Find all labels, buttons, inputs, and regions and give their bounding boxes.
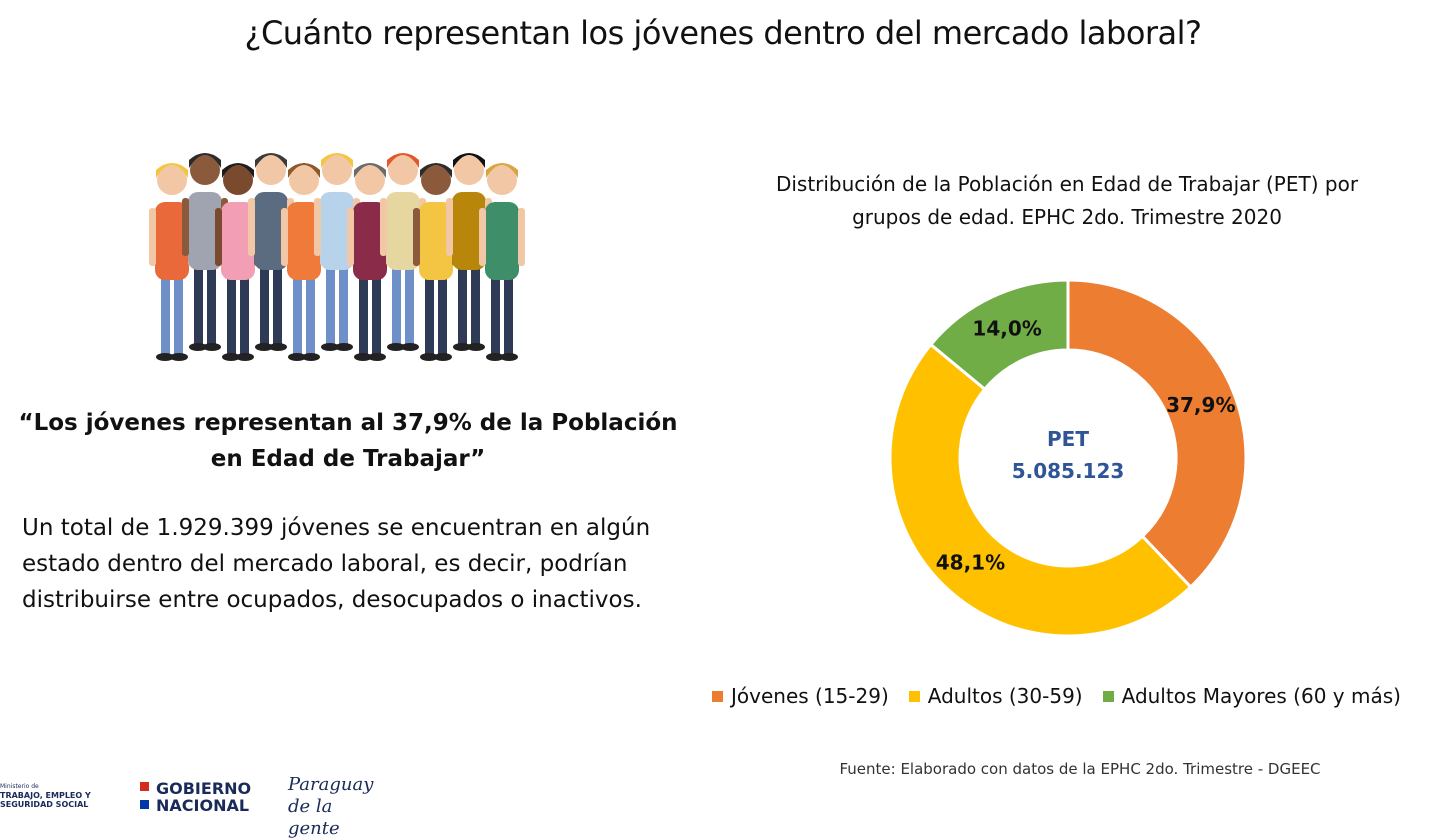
- legend-label: Adultos Mayores (60 y más): [1121, 684, 1401, 708]
- legend-item: Adultos Mayores (60 y más): [1102, 684, 1401, 708]
- legend-item: Jóvenes (15-29): [712, 684, 889, 708]
- source-note: Fuente: Elaborado con datos de la EPHC 2…: [839, 760, 1321, 778]
- slice-data-label: 14,0%: [972, 317, 1041, 341]
- person-figure: [479, 163, 525, 361]
- donut-slice-2: [888, 342, 1193, 638]
- person-figure: [182, 153, 228, 351]
- chart-title: Distribución de la Población en Edad de …: [775, 172, 1359, 229]
- legend-label: Adultos (30-59): [927, 684, 1083, 708]
- center-value: 5.085.123: [1012, 459, 1125, 483]
- highlight-quote: “Los jóvenes representan al 37,9% de la …: [18, 410, 678, 472]
- footer-logos: Ministerio de TRABAJO, EMPLEO Y SEGURIDA…: [0, 770, 420, 839]
- young-people-illustration: [149, 153, 525, 361]
- page-title: ¿Cuánto representan los jóvenes dentro d…: [244, 14, 1202, 52]
- gobierno-nacional-logo: GOBIERNO NACIONAL: [140, 780, 251, 814]
- legend-swatch: [1102, 690, 1114, 702]
- person-figure: [413, 163, 459, 361]
- person-figure: [149, 163, 195, 361]
- paraguay-de-la-gente-logo: Paraguay de la gente: [288, 774, 374, 839]
- ministerio-logo: Ministerio de TRABAJO, EMPLEO Y SEGURIDA…: [0, 783, 91, 809]
- center-label: PET: [1047, 427, 1089, 451]
- person-figure: [347, 163, 393, 361]
- slice-data-label: 37,9%: [1166, 393, 1235, 417]
- slice-data-label: 48,1%: [936, 551, 1005, 575]
- chart-legend: Jóvenes (15-29) Adultos (30-59) Adultos Ma…: [712, 684, 1442, 708]
- body-paragraph: Un total de 1.929.399 jóvenes se encuent…: [22, 515, 651, 613]
- legend-label: Jóvenes (15-29): [731, 684, 889, 708]
- person-figure: [281, 163, 327, 361]
- donut-slice-3: [928, 278, 1070, 392]
- donut-chart: 37,9% 48,1% 14,0% PET 5.085.123: [888, 278, 1248, 638]
- legend-swatch: [712, 690, 723, 702]
- person-figure: [215, 163, 261, 361]
- legend-item: Adultos (30-59): [908, 684, 1083, 708]
- donut-slice-1: [1066, 278, 1248, 590]
- legend-swatch: [908, 690, 920, 702]
